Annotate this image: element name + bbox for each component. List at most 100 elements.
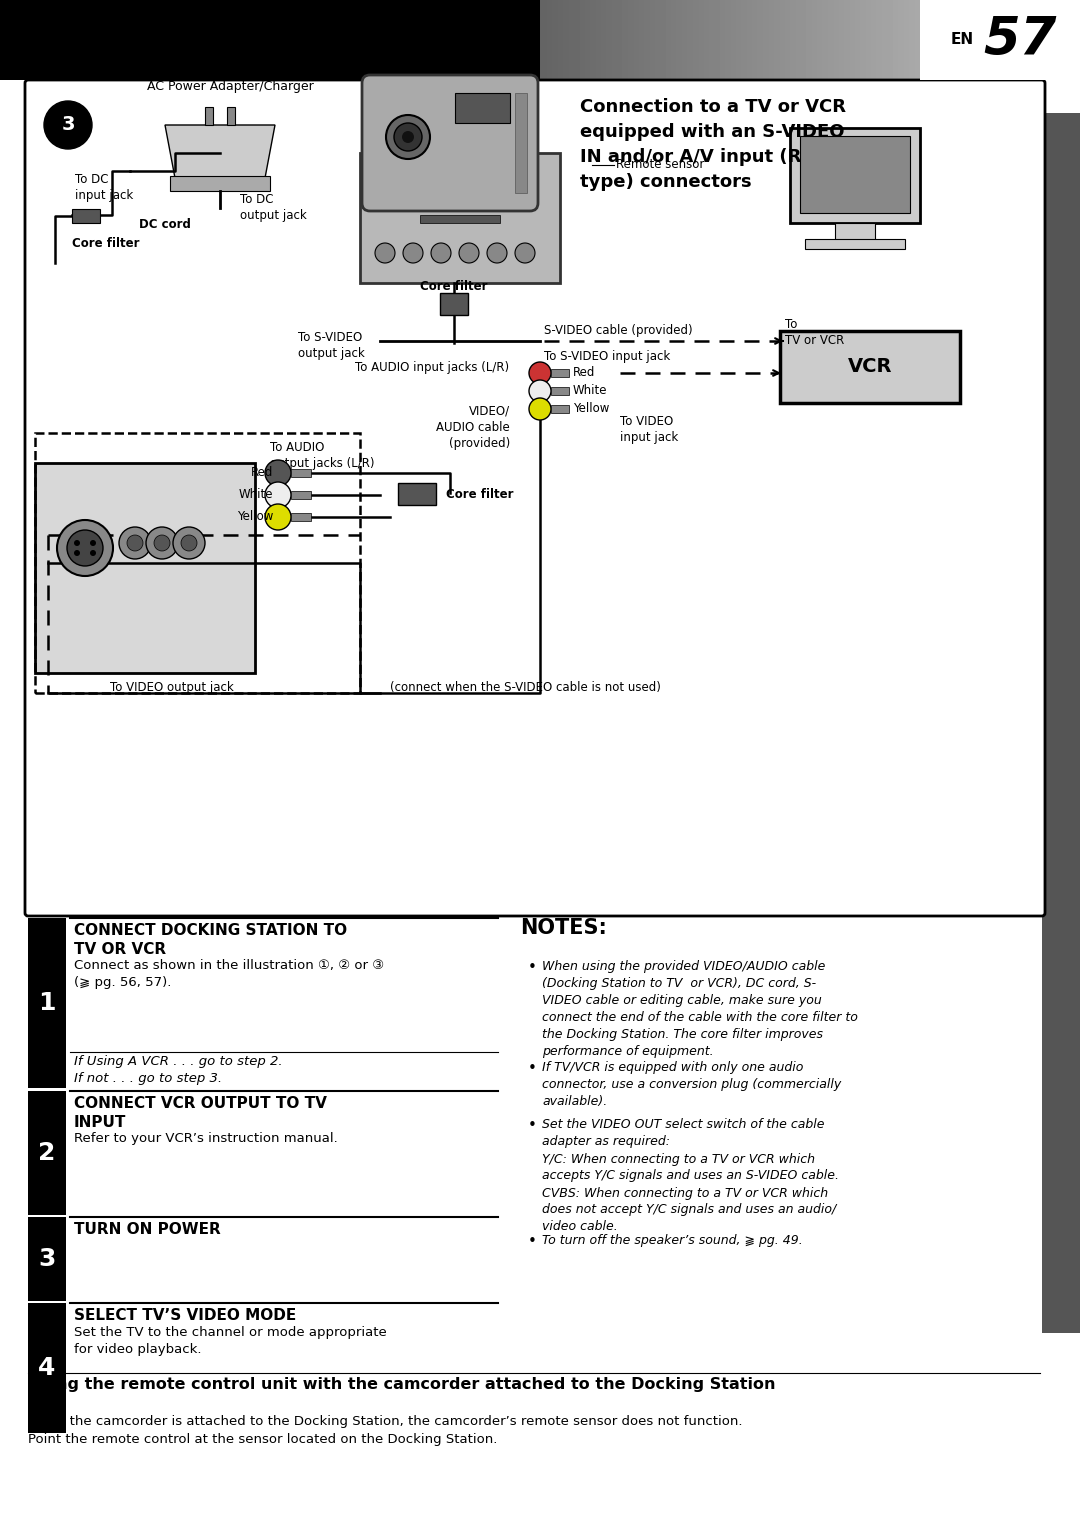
Circle shape	[265, 504, 291, 530]
Bar	[805, 239, 905, 248]
Text: Using the remote control unit with the camcorder attached to the Docking Station: Using the remote control unit with the c…	[28, 1377, 775, 1392]
Text: If Using A VCR . . . go to step 2.
If not . . . go to step 3.: If Using A VCR . . . go to step 2. If no…	[75, 1055, 283, 1085]
Bar	[789, 127, 920, 222]
Circle shape	[386, 115, 430, 159]
Text: To turn off the speaker’s sound, ⫺ pg. 49.: To turn off the speaker’s sound, ⫺ pg. 4…	[542, 1234, 802, 1246]
FancyBboxPatch shape	[362, 75, 538, 212]
Text: Set the VIDEO OUT select switch of the cable
adapter as required:
Y/C: When conn: Set the VIDEO OUT select switch of the c…	[542, 1119, 839, 1234]
Text: 3: 3	[62, 115, 75, 135]
Circle shape	[173, 527, 205, 560]
Text: S-VIDEO cable (provided): S-VIDEO cable (provided)	[544, 323, 692, 337]
Bar	[291, 469, 311, 477]
Circle shape	[57, 520, 113, 576]
Circle shape	[90, 550, 96, 556]
Text: Core filter: Core filter	[72, 238, 139, 250]
Bar	[170, 176, 270, 192]
Bar	[420, 215, 500, 222]
Circle shape	[181, 535, 197, 550]
Bar	[455, 94, 510, 123]
Circle shape	[67, 530, 103, 566]
FancyBboxPatch shape	[25, 80, 1045, 917]
Bar	[551, 369, 569, 377]
Text: CONNECT DOCKING STATION TO
TV OR VCR: CONNECT DOCKING STATION TO TV OR VCR	[75, 923, 347, 957]
Bar	[920, 0, 1080, 80]
Circle shape	[487, 244, 507, 264]
Circle shape	[44, 101, 92, 149]
Circle shape	[394, 123, 422, 150]
Text: White: White	[573, 385, 607, 397]
Text: 2: 2	[38, 1141, 56, 1165]
Circle shape	[90, 540, 96, 546]
Circle shape	[403, 244, 423, 264]
Circle shape	[402, 130, 414, 143]
Circle shape	[515, 244, 535, 264]
Circle shape	[75, 540, 80, 546]
Text: To VIDEO output jack: To VIDEO output jack	[110, 681, 233, 694]
Circle shape	[529, 399, 551, 420]
Bar	[551, 386, 569, 396]
Text: To
TV or VCR: To TV or VCR	[785, 319, 845, 348]
Text: VCR: VCR	[848, 357, 892, 377]
Text: To S-VIDEO
output jack: To S-VIDEO output jack	[298, 331, 365, 360]
Text: To S-VIDEO input jack: To S-VIDEO input jack	[544, 350, 671, 363]
Text: When using the provided VIDEO/AUDIO cable
(Docking Station to TV  or VCR), DC co: When using the provided VIDEO/AUDIO cabl…	[542, 960, 858, 1058]
Text: To VIDEO
input jack: To VIDEO input jack	[620, 415, 678, 445]
Circle shape	[119, 527, 151, 560]
Text: While the camcorder is attached to the Docking Station, the camcorder’s remote s: While the camcorder is attached to the D…	[28, 1415, 743, 1446]
Circle shape	[154, 535, 170, 550]
Text: Remote sensor: Remote sensor	[616, 158, 704, 172]
Bar	[227, 107, 235, 126]
Circle shape	[75, 550, 80, 556]
Bar	[360, 153, 561, 284]
Text: Red: Red	[573, 366, 595, 380]
Text: White: White	[239, 489, 273, 501]
Text: To DC
output jack: To DC output jack	[240, 193, 307, 222]
Circle shape	[146, 527, 178, 560]
Text: To AUDIO
output jacks (L/R): To AUDIO output jacks (L/R)	[270, 442, 375, 471]
Text: To DC
input jack: To DC input jack	[75, 173, 133, 202]
Polygon shape	[165, 126, 275, 178]
Text: •: •	[527, 960, 537, 975]
Bar	[551, 405, 569, 412]
Bar	[780, 331, 960, 403]
Circle shape	[265, 481, 291, 507]
Text: 1: 1	[38, 990, 56, 1015]
Text: •: •	[527, 1234, 537, 1249]
Circle shape	[459, 244, 480, 264]
Bar	[28, 918, 66, 1088]
Text: TURN ON POWER: TURN ON POWER	[75, 1222, 220, 1237]
Bar	[291, 514, 311, 521]
Bar	[291, 491, 311, 500]
Text: Red: Red	[251, 466, 273, 480]
Bar	[800, 136, 910, 213]
Text: Yellow: Yellow	[573, 403, 609, 415]
Text: 57: 57	[983, 14, 1056, 66]
Text: •: •	[527, 1119, 537, 1133]
Text: (connect when the S-VIDEO cable is not used): (connect when the S-VIDEO cable is not u…	[390, 681, 661, 694]
Text: EN: EN	[951, 32, 974, 48]
Bar	[28, 1217, 66, 1302]
Bar	[205, 107, 213, 126]
Bar	[35, 432, 360, 693]
Text: Connection to a TV or VCR
equipped with an S-VIDEO
IN and/or A/V input (RCA
type: Connection to a TV or VCR equipped with …	[580, 98, 846, 192]
Bar	[28, 1303, 66, 1433]
Text: DC cord: DC cord	[139, 218, 191, 231]
Text: To AUDIO input jacks (L/R): To AUDIO input jacks (L/R)	[355, 362, 509, 374]
Text: Yellow: Yellow	[237, 510, 273, 523]
Text: Core filter: Core filter	[420, 281, 488, 293]
Bar	[515, 94, 527, 193]
Text: •: •	[527, 1061, 537, 1076]
Circle shape	[529, 362, 551, 383]
Text: SELECT TV’S VIDEO MODE: SELECT TV’S VIDEO MODE	[75, 1308, 296, 1323]
Text: 4: 4	[38, 1357, 56, 1380]
Text: Core filter: Core filter	[446, 487, 513, 500]
Bar	[1042, 113, 1080, 1334]
Text: Set the TV to the channel or mode appropriate
for video playback.: Set the TV to the channel or mode approp…	[75, 1326, 387, 1357]
Bar	[0, 0, 540, 80]
Text: CONNECT VCR OUTPUT TO TV
INPUT: CONNECT VCR OUTPUT TO TV INPUT	[75, 1096, 327, 1130]
Circle shape	[375, 244, 395, 264]
Bar	[35, 463, 255, 673]
Circle shape	[127, 535, 143, 550]
Text: 3: 3	[38, 1246, 56, 1271]
Text: AC Power Adapter/Charger: AC Power Adapter/Charger	[147, 80, 313, 94]
